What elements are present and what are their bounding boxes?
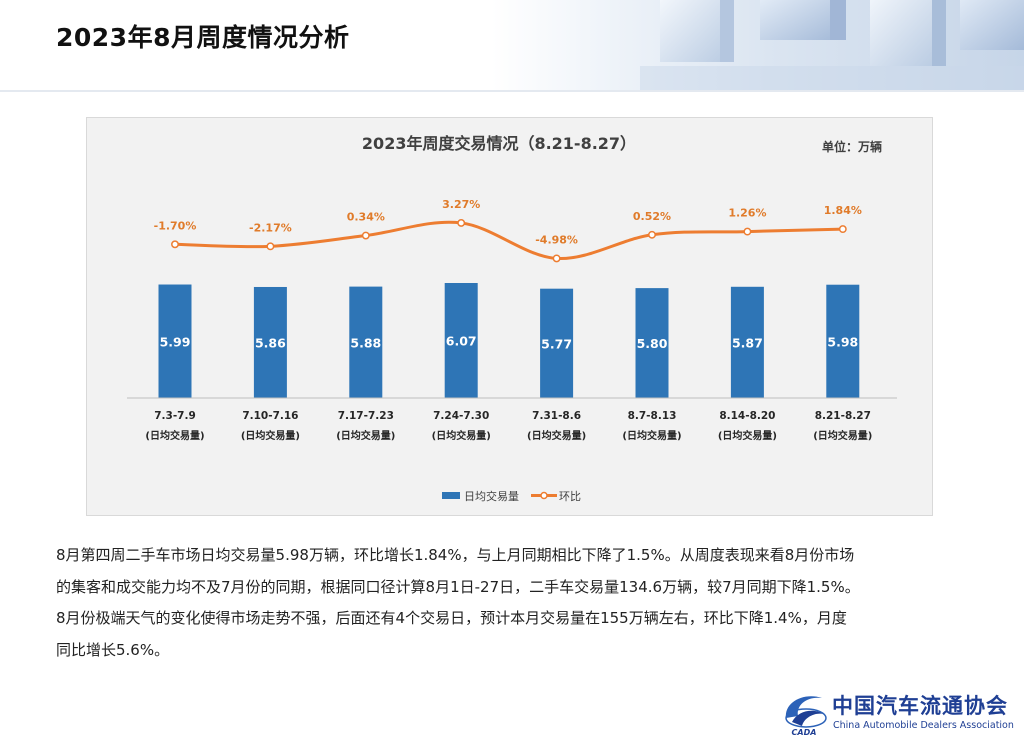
x-tick-sublabel-1: (日均交易量)	[145, 429, 204, 442]
bar-1	[158, 284, 192, 398]
association-logo: CADA 中国汽车流通协会 China Automobile Dealers A…	[778, 688, 1018, 738]
cada-mark-text: CADA	[792, 728, 817, 736]
bar-2	[253, 286, 287, 398]
line-point-6	[648, 230, 656, 239]
logo-name-en: China Automobile Dealers Association	[833, 720, 1014, 731]
chart-title: 2023年周度交易情况（8.21-8.27）	[362, 134, 636, 153]
legend-line-marker	[540, 491, 548, 500]
line-point-8	[838, 225, 847, 234]
pct-label-2: -2.17%	[249, 221, 292, 234]
bar-value-label-8: 5.98	[827, 334, 858, 349]
x-tick-sublabel-7: (日均交易量)	[718, 429, 777, 442]
x-tick-label-1: 7.3-7.9	[154, 410, 196, 422]
bar-value-label-2: 5.86	[255, 335, 286, 350]
line-point-3	[361, 231, 370, 240]
pct-label-5: -4.98%	[535, 233, 578, 246]
line-point-7	[743, 227, 752, 236]
x-tick-label-5: 7.31-8.6	[532, 410, 581, 422]
x-tick-label-2: 7.10-7.16	[242, 410, 298, 422]
line-point-2	[266, 242, 275, 251]
line-point-1	[171, 240, 179, 249]
analysis-line-4: 同比增长5.6%。	[56, 640, 170, 659]
bar-4	[444, 283, 478, 398]
bar-value-label-1: 5.99	[160, 334, 191, 349]
bar-7	[730, 286, 764, 398]
pct-label-1: -1.70%	[154, 219, 197, 232]
header-decor-image	[640, 0, 1024, 92]
analysis-line-2: 的集客和成交能力均不及7月份的同期，根据同口径计算8月1日-27日，二手车交易量…	[56, 577, 860, 596]
legend: 日均交易量 环比	[442, 489, 581, 503]
x-tick-sublabel-3: (日均交易量)	[336, 429, 395, 442]
x-tick-sublabel-4: (日均交易量)	[432, 429, 491, 442]
x-labels-layer: 7.3-7.9 (日均交易量) 7.10-7.16 (日均交易量) 7.17-7.23 (…	[145, 410, 872, 442]
x-tick-label-3: 7.17-7.23	[338, 410, 394, 422]
bar-8	[826, 284, 860, 398]
line-point-5	[552, 254, 561, 263]
bar-6	[635, 288, 669, 398]
bar-5	[540, 288, 574, 398]
x-tick-sublabel-5: (日均交易量)	[527, 429, 586, 442]
x-tick-label-4: 7.24-7.30	[433, 410, 489, 422]
trend-line	[174, 220, 843, 260]
pct-label-3: 0.34%	[347, 211, 385, 224]
line-point-4	[457, 218, 466, 227]
header-divider	[0, 90, 1024, 92]
pct-label-6: 0.52%	[633, 210, 671, 223]
analysis-line-3: 8月份极端天气的变化使得市场走势不强，后面还有4个交易日，预计本月交易量在155…	[56, 609, 847, 627]
x-tick-label-8: 8.21-8.27	[815, 410, 871, 422]
page-title: 2023年8月周度情况分析	[56, 23, 350, 52]
x-tick-label-6: 8.7-8.13	[628, 410, 677, 422]
logo-name-cn: 中国汽车流通协会	[832, 693, 1008, 718]
bars-layer	[158, 283, 860, 398]
x-tick-label-7: 8.14-8.20	[719, 410, 775, 422]
bar-3	[349, 286, 383, 398]
chart-panel: 2023年周度交易情况（8.21-8.27） 单位：万辆 5.99 -1.70% 5…	[86, 117, 933, 516]
legend-bar-label: 日均交易量	[464, 489, 519, 503]
header-banner: 2023年8月周度情况分析	[0, 0, 1024, 92]
x-tick-sublabel-6: (日均交易量)	[622, 429, 681, 442]
bar-value-label-5: 5.77	[541, 336, 572, 351]
bar-value-label-6: 5.80	[637, 336, 668, 351]
bar-value-label-7: 5.87	[732, 335, 763, 350]
legend-bar-swatch	[442, 492, 460, 499]
unit-label: 单位：万辆	[822, 139, 882, 154]
labels-layer: 5.99 -1.70% 5.86 -2.17% 5.88 0.34% 6.07 3.27% 5.…	[154, 198, 862, 351]
x-tick-sublabel-2: (日均交易量)	[241, 429, 300, 442]
pct-label-4: 3.27%	[442, 198, 480, 211]
bar-value-label-3: 5.88	[350, 335, 381, 350]
pct-label-7: 1.26%	[728, 207, 766, 220]
x-tick-sublabel-8: (日均交易量)	[813, 429, 872, 442]
legend-line-label: 环比	[559, 490, 581, 503]
pct-label-8: 1.84%	[824, 204, 862, 217]
points-layer	[171, 218, 847, 263]
bar-value-label-4: 6.07	[446, 334, 477, 349]
weekly-trade-chart: 2023年周度交易情况（8.21-8.27） 单位：万辆 5.99-1.70%5…	[127, 134, 897, 503]
analysis-line-1: 8月第四周二手车市场日均交易量5.98万辆，环比增长1.84%，与上月同期相比下…	[56, 546, 855, 564]
cada-logo-icon: CADA	[785, 696, 827, 736]
analysis-paragraph: 8月第四周二手车市场日均交易量5.98万辆，环比增长1.84%，与上月同期相比下…	[56, 540, 986, 666]
